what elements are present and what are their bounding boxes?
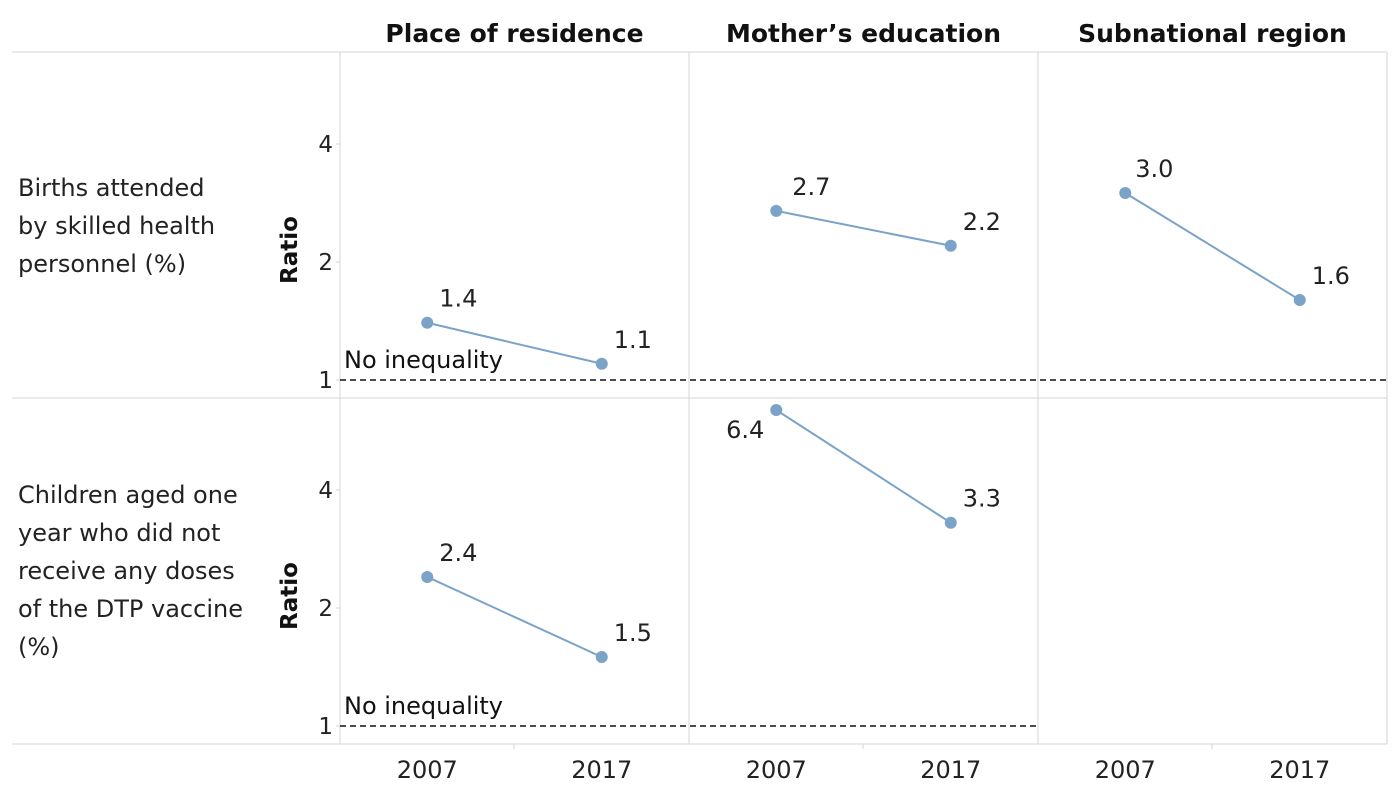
data-label: 3.3 bbox=[963, 485, 1001, 513]
y-tick-label: 1 bbox=[318, 368, 333, 394]
y-tick-label: 2 bbox=[318, 596, 333, 622]
x-tick-label: 2017 bbox=[571, 756, 632, 784]
series-line bbox=[427, 321, 602, 365]
y-tick-label: 4 bbox=[318, 132, 333, 158]
column-header: Subnational region bbox=[1078, 19, 1347, 48]
column-headers: Place of residence Mother’s education Subn… bbox=[385, 19, 1346, 48]
row-headers: Births attended by skilled health personne… bbox=[18, 174, 243, 661]
x-tick-label: 2017 bbox=[920, 756, 981, 784]
data-point bbox=[1119, 186, 1132, 199]
reference-lines: No inequality No inequality bbox=[340, 346, 1387, 727]
series-line bbox=[426, 576, 603, 658]
data-label: 1.4 bbox=[439, 285, 477, 313]
reference-label: No inequality bbox=[344, 692, 503, 720]
grid-lines bbox=[12, 51, 1388, 749]
x-tick-label: 2017 bbox=[1269, 756, 1330, 784]
data-point bbox=[770, 403, 783, 416]
data-point bbox=[595, 357, 608, 370]
reference-label: No inequality bbox=[344, 346, 503, 374]
y-axis-title: Ratio bbox=[277, 562, 303, 630]
data-point bbox=[944, 239, 957, 252]
data-label: 1.6 bbox=[1312, 262, 1350, 290]
row-header: Children aged one year who did not receive… bbox=[18, 481, 243, 661]
data-label: 1.1 bbox=[614, 326, 652, 354]
y-axes: Ratio 1 2 4 Ratio 1 2 4 bbox=[277, 132, 340, 740]
column-header: Mother’s education bbox=[726, 19, 1001, 48]
x-tick-label: 2007 bbox=[1095, 756, 1156, 784]
data-label: 2.2 bbox=[963, 208, 1001, 236]
data-label: 3.0 bbox=[1135, 155, 1173, 183]
data-label: 6.4 bbox=[726, 416, 764, 444]
series-line bbox=[776, 209, 951, 247]
column-header: Place of residence bbox=[385, 19, 643, 48]
data-point bbox=[944, 516, 957, 529]
data-point bbox=[1293, 293, 1306, 306]
y-axis-title: Ratio bbox=[277, 216, 303, 284]
data-point bbox=[595, 650, 608, 663]
data-label: 2.4 bbox=[439, 539, 477, 567]
data-label: 2.7 bbox=[792, 173, 830, 201]
data-point bbox=[421, 316, 434, 329]
row-header: Births attended by skilled health personne… bbox=[18, 174, 215, 278]
data-point bbox=[770, 204, 783, 217]
y-tick-label: 4 bbox=[318, 478, 333, 504]
x-tick-label: 2007 bbox=[746, 756, 807, 784]
series-lines: 1.4 1.1 2.7 2.2 3.0 1.6 2.4 1.5 6.4 3.3 bbox=[421, 155, 1350, 663]
series-line bbox=[1124, 192, 1301, 301]
series-line bbox=[775, 409, 952, 524]
x-tick-label: 2007 bbox=[397, 756, 458, 784]
data-point bbox=[421, 570, 434, 583]
y-tick-label: 1 bbox=[318, 714, 333, 740]
y-tick-label: 2 bbox=[318, 250, 333, 276]
data-label: 1.5 bbox=[614, 619, 652, 647]
x-axis: 2007 2017 2007 2017 2007 2017 bbox=[397, 756, 1331, 784]
